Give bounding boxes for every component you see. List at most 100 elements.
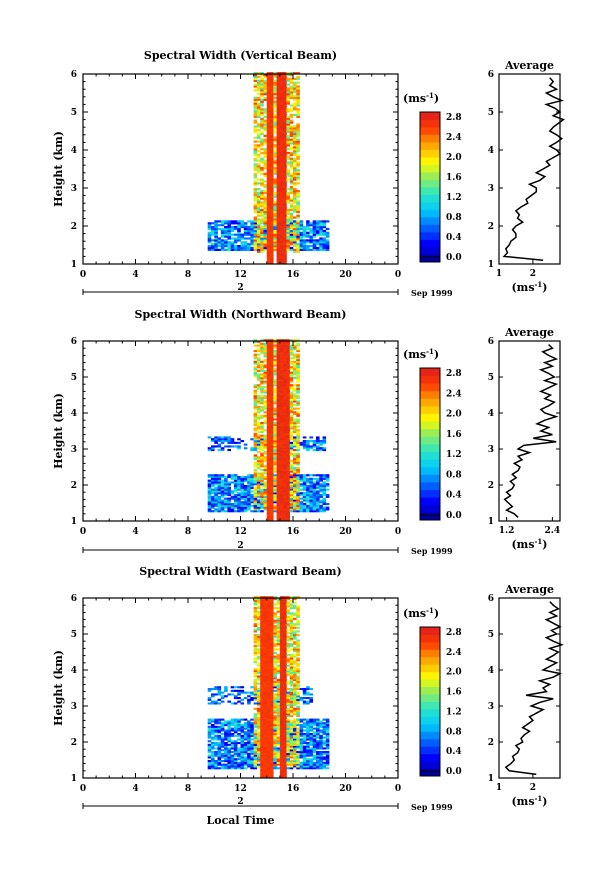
- heatmap-cell: [276, 366, 281, 369]
- heatmap-cell: [325, 724, 330, 727]
- heatmap-cell: [273, 452, 277, 455]
- heatmap-cell: [289, 398, 294, 401]
- heatmap-cell: [263, 452, 268, 455]
- heatmap-cell: [250, 474, 254, 477]
- heatmap-cell: [266, 359, 271, 362]
- heatmap-cell: [270, 237, 274, 240]
- heatmap-cell: [227, 227, 231, 231]
- heatmap-cell: [260, 688, 264, 691]
- heatmap-cell: [325, 731, 330, 734]
- heatmap-cell: [273, 501, 277, 504]
- heatmap-cell: [296, 81, 300, 84]
- heatmap-cell: [286, 178, 290, 181]
- heatmap-cell: [266, 102, 271, 105]
- heatmap-cell: [253, 438, 258, 441]
- heatmap-cell: [309, 222, 313, 225]
- heatmap-cell: [256, 760, 261, 763]
- heatmap-cell: [279, 74, 284, 77]
- heatmap-cell: [286, 413, 290, 416]
- heatmap-cell: [286, 503, 290, 506]
- heatmap-cell: [256, 716, 261, 719]
- heatmap-cell: [240, 742, 245, 745]
- colorbar-segment: [420, 489, 440, 498]
- heatmap-cell: [266, 172, 271, 175]
- heatmap-cell: [293, 747, 297, 750]
- heatmap-cell: [283, 695, 287, 698]
- heatmap-cell: [283, 239, 287, 242]
- heatmap-cell: [270, 467, 274, 470]
- heatmap-cell: [325, 479, 330, 482]
- heatmap-cell: [263, 140, 268, 143]
- heatmap-cell: [293, 167, 297, 170]
- heatmap-cell: [260, 398, 264, 401]
- heatmap-cell: [260, 233, 264, 236]
- heatmap-cell: [273, 125, 277, 128]
- heatmap-cell: [283, 344, 287, 347]
- heatmap-cell: [296, 668, 300, 671]
- heatmap-cell: [263, 241, 268, 244]
- heatmap-cell: [230, 510, 235, 513]
- heatmap-cell: [260, 479, 264, 482]
- heatmap-cell: [270, 359, 274, 362]
- heatmap-cell: [283, 157, 287, 160]
- heatmap-cell: [319, 483, 323, 486]
- heatmap-cell: [296, 429, 300, 432]
- heatmap-cell: [299, 761, 304, 764]
- heatmap-cell: [260, 499, 264, 502]
- x-tick-label: 20: [339, 527, 352, 537]
- heatmap-cell: [220, 239, 225, 242]
- heatmap-cell: [270, 515, 274, 518]
- heatmap-cell: [299, 474, 304, 477]
- heatmap-cell: [276, 752, 281, 755]
- heatmap-cell: [224, 743, 228, 746]
- heatmap-cell: [253, 671, 258, 674]
- heatmap-cell: [293, 429, 297, 432]
- heatmap-cell: [217, 504, 222, 507]
- heatmap-cell: [283, 504, 287, 507]
- heatmap-cell: [325, 722, 330, 725]
- heatmap-cell: [266, 387, 271, 390]
- colorbar-tick-label: 2.4: [446, 133, 462, 143]
- heatmap-cell: [266, 716, 271, 719]
- heatmap-cell: [299, 501, 304, 504]
- heatmap-cell: [207, 749, 212, 752]
- heatmap-cell: [227, 235, 231, 238]
- heatmap-cell: [260, 201, 264, 204]
- heatmap-cell: [237, 693, 241, 696]
- heatmap-cell: [293, 369, 297, 372]
- heatmap-cell: [276, 479, 281, 482]
- heatmap-cell: [283, 389, 287, 392]
- heatmap-cell: [299, 227, 304, 231]
- heatmap-cell: [227, 731, 231, 734]
- heatmap-cell: [237, 722, 241, 725]
- heatmap-cell: [309, 765, 313, 768]
- heatmap-cell: [286, 191, 290, 194]
- heatmap-cell: [247, 747, 251, 750]
- heatmap-cell: [256, 203, 261, 206]
- heatmap-cell: [247, 734, 251, 737]
- heatmap-cell: [293, 431, 297, 434]
- heatmap-cell: [237, 486, 241, 489]
- heatmap-cell: [279, 94, 284, 98]
- heatmap-cell: [247, 497, 251, 500]
- heatmap-cell: [207, 248, 212, 251]
- heatmap-cell: [289, 677, 294, 680]
- heatmap-cell: [306, 486, 310, 489]
- heatmap-cell: [270, 353, 274, 356]
- heatmap-cell: [263, 248, 268, 251]
- heatmap-cell: [253, 153, 258, 156]
- heatmap-cell: [243, 485, 248, 488]
- heatmap-cell: [286, 720, 290, 723]
- average-profile-line: [502, 77, 565, 261]
- heatmap-cell: [283, 98, 287, 101]
- heatmap-cell: [273, 344, 277, 347]
- heatmap-cell: [263, 407, 268, 410]
- heatmap-cell: [306, 745, 310, 748]
- heatmap-cell: [276, 724, 281, 727]
- heatmap-cell: [260, 459, 264, 462]
- heatmap-cell: [319, 488, 323, 491]
- colorbar-segment: [420, 482, 440, 490]
- heatmap-cell: [270, 668, 274, 671]
- heatmap-cell: [230, 745, 235, 748]
- heatmap-cell: [286, 389, 290, 392]
